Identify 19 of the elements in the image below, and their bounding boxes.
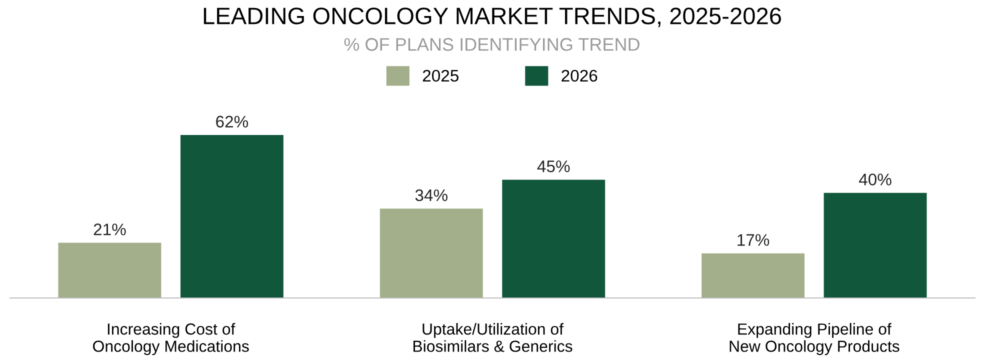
data-label: 40% bbox=[858, 174, 892, 186]
x-tick-label: Increasing Cost of Oncology Medications bbox=[93, 323, 249, 356]
bar bbox=[58, 242, 162, 298]
data-label: 34% bbox=[415, 189, 448, 202]
bar bbox=[824, 192, 927, 298]
legend-label: 2025 bbox=[422, 70, 458, 82]
bar bbox=[702, 253, 805, 298]
data-label: 17% bbox=[738, 234, 770, 246]
data-label: 21% bbox=[94, 224, 126, 236]
chart-subtitle: % OF PLANS IDENTIFYING TREND bbox=[344, 38, 640, 51]
data-label: 62% bbox=[216, 116, 248, 128]
chart-title: LEADING ONCOLOGY MARKET TRENDS, 2025-2026 bbox=[204, 8, 781, 28]
data-label: 45% bbox=[537, 160, 570, 172]
bar bbox=[380, 208, 483, 298]
x-tick-label: Uptake/Utilization of Biosimilars & Generics bbox=[413, 323, 572, 352]
bar bbox=[502, 180, 606, 298]
x-tick-label: Expanding Pipeline of New Oncology Products bbox=[730, 323, 900, 356]
legend-label: 2026 bbox=[562, 70, 598, 82]
bar bbox=[180, 135, 284, 298]
